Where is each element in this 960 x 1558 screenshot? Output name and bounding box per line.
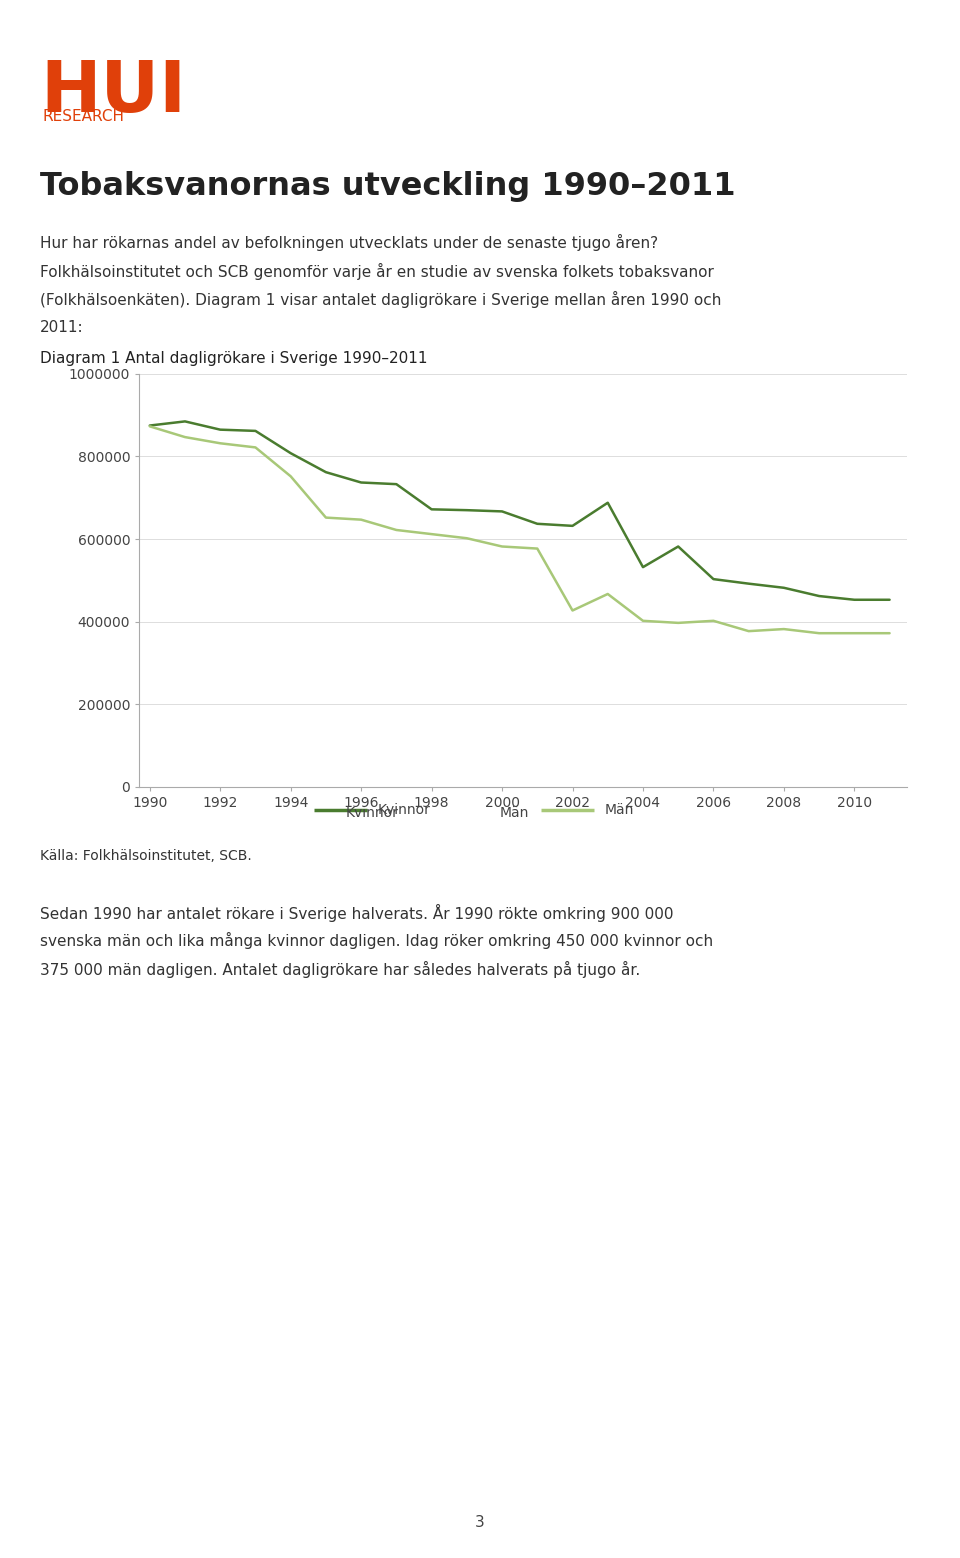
Text: svenska män och lika många kvinnor dagligen. Idag röker omkring 450 000 kvinnor : svenska män och lika många kvinnor dagli…	[40, 932, 713, 949]
Text: Källa: Folkhälsoinstitutet, SCB.: Källa: Folkhälsoinstitutet, SCB.	[40, 849, 252, 863]
Text: Folkhälsoinstitutet och SCB genomför varje år en studie av svenska folkets tobak: Folkhälsoinstitutet och SCB genomför var…	[40, 262, 714, 279]
Text: HUI: HUI	[40, 58, 186, 126]
Text: 2011:: 2011:	[40, 321, 84, 335]
Text: Kvinnor: Kvinnor	[346, 807, 398, 820]
Text: Sedan 1990 har antalet rökare i Sverige halverats. År 1990 rökte omkring 900 000: Sedan 1990 har antalet rökare i Sverige …	[40, 904, 674, 922]
Text: Diagram 1 Antal dagligrökare i Sverige 1990–2011: Diagram 1 Antal dagligrökare i Sverige 1…	[40, 351, 428, 366]
Text: RESEARCH: RESEARCH	[42, 109, 124, 125]
Text: (Folkhälsoenkäten). Diagram 1 visar antalet dagligrökare i Sverige mellan åren 1: (Folkhälsoenkäten). Diagram 1 visar anta…	[40, 291, 722, 308]
Text: Män: Män	[605, 804, 634, 816]
Text: Män: Män	[499, 807, 529, 820]
Text: Hur har rökarnas andel av befolkningen utvecklats under de senaste tjugo åren?: Hur har rökarnas andel av befolkningen u…	[40, 234, 659, 251]
Text: Tobaksvanornas utveckling 1990–2011: Tobaksvanornas utveckling 1990–2011	[40, 171, 736, 203]
Text: 3: 3	[475, 1514, 485, 1530]
Text: Kvinnor: Kvinnor	[377, 804, 430, 816]
Text: 375 000 män dagligen. Antalet dagligrökare har således halverats på tjugo år.: 375 000 män dagligen. Antalet dagligröka…	[40, 961, 640, 978]
